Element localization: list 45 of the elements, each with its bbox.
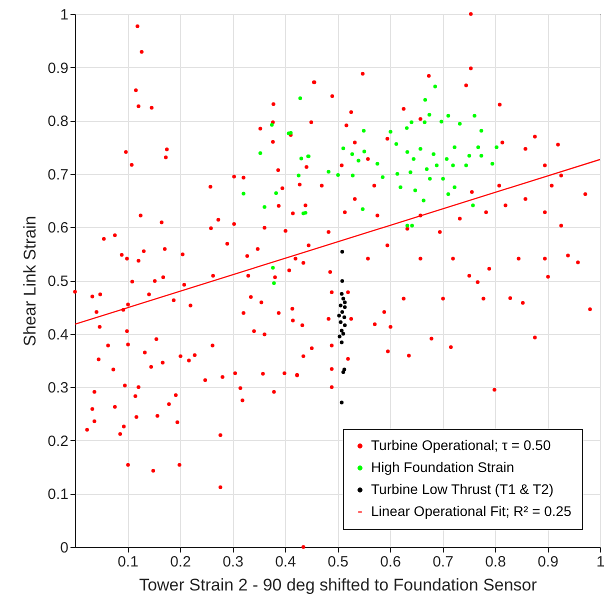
y-tick-label: 0.5 (48, 273, 68, 290)
x-tick-label: 0.7 (432, 554, 454, 570)
legend-label: Linear Operational Fit; R² = 0.25 (371, 503, 572, 519)
x-tick-label: 0.1 (118, 554, 138, 570)
y-tick-label: 0.2 (48, 432, 68, 450)
y-tick-label: 0 (60, 540, 68, 556)
point (337, 314, 341, 318)
point (340, 250, 344, 254)
y-axis-title: Shear Link Strain (20, 216, 40, 346)
x-tick-label: 0.6 (380, 554, 401, 570)
point (340, 292, 344, 296)
y-tick-label: 1 (60, 6, 68, 24)
point (340, 400, 344, 404)
x-tick-label: 1 (596, 554, 605, 570)
point (342, 368, 346, 372)
y-tick-label: 0.6 (48, 220, 68, 237)
point (342, 323, 347, 328)
point (338, 304, 343, 308)
point (341, 332, 346, 336)
point (340, 328, 344, 332)
x-tick-label: 0.4 (275, 554, 296, 570)
x-tick-label: 0.8 (485, 554, 506, 570)
point (342, 300, 347, 304)
point (338, 320, 343, 324)
x-tick-label: 0.5 (328, 554, 348, 570)
legend-label: Turbine Operational; τ = 0.50 (371, 437, 551, 453)
x-axis-title: Tower Strain 2 - 90 deg shifted to Foundation Sensor (139, 576, 538, 594)
point (340, 310, 344, 314)
y-tick-label: 0.9 (48, 60, 68, 77)
point (338, 334, 342, 338)
point (342, 305, 347, 310)
x-tick-label: 0.9 (538, 554, 558, 570)
y-tick-label: 0.7 (48, 166, 68, 184)
point (340, 340, 344, 344)
point (340, 279, 344, 283)
y-tick-label: 0.4 (48, 326, 68, 344)
y-tick-label: 0.8 (48, 113, 68, 130)
y-tick-label: 0.3 (48, 380, 68, 397)
legend-label: High Foundation Strain (371, 459, 514, 475)
x-tick-label: 0.2 (170, 554, 191, 570)
point (342, 315, 346, 320)
legend-label: Turbine Low Thrust (T1 & T2) (371, 481, 554, 497)
x-tick-label: 0.3 (222, 554, 244, 570)
point (341, 296, 346, 300)
y-tick-label: 0.1 (48, 486, 68, 504)
